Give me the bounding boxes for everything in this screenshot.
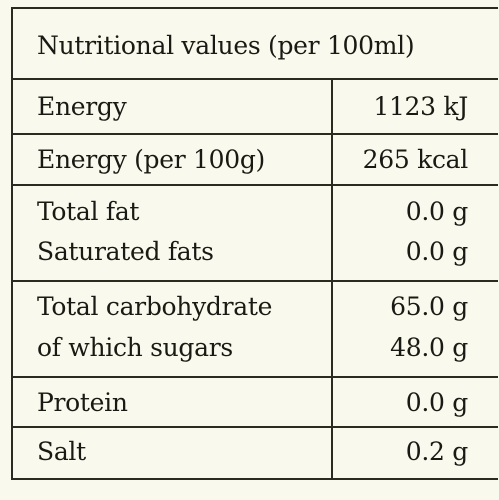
- nutrient-value: 0.2 g: [405, 437, 469, 466]
- nutrient-row-energy-kj: Energy 1123 kJ: [13, 80, 498, 135]
- nutrient-value: 1123 kJ: [373, 92, 468, 121]
- nutrient-value: 0.0 g: [405, 388, 469, 417]
- nutrient-name: Saturated fats: [37, 237, 214, 266]
- nutrient-row-carbohydrate: Total carbohydrate 65.0 g of which sugar…: [13, 282, 498, 378]
- nutrient-row-fat: Total fat 0.0 g Saturated fats 0.0 g: [13, 186, 498, 282]
- nutrient-name: of which sugars: [37, 333, 233, 362]
- nutrient-value: 65.0 g: [390, 292, 468, 321]
- table-header: Nutritional values (per 100ml): [13, 9, 498, 80]
- nutrient-value: 0.0 g: [405, 237, 469, 266]
- nutrient-row-protein: Protein 0.0 g: [13, 378, 498, 428]
- nutrient-name: Total carbohydrate: [37, 292, 273, 321]
- nutrient-value: 48.0 g: [390, 333, 468, 362]
- nutrient-row-energy-kcal: Energy (per 100g) 265 kcal: [13, 135, 498, 186]
- nutrient-name: Total fat: [37, 197, 140, 226]
- nutrient-name: Energy (per 100g): [37, 145, 265, 174]
- nutrient-row-salt: Salt 0.2 g: [13, 428, 498, 480]
- nutrient-value: 265 kcal: [362, 145, 469, 174]
- nutrient-name: Protein: [37, 388, 128, 417]
- nutrient-name: Energy: [37, 92, 127, 121]
- nutrient-name: Salt: [37, 437, 86, 466]
- table-title: Nutritional values (per 100ml): [37, 31, 415, 60]
- nutrition-table: Nutritional values (per 100ml) Energy 11…: [11, 7, 498, 480]
- nutrient-value: 0.0 g: [405, 197, 469, 226]
